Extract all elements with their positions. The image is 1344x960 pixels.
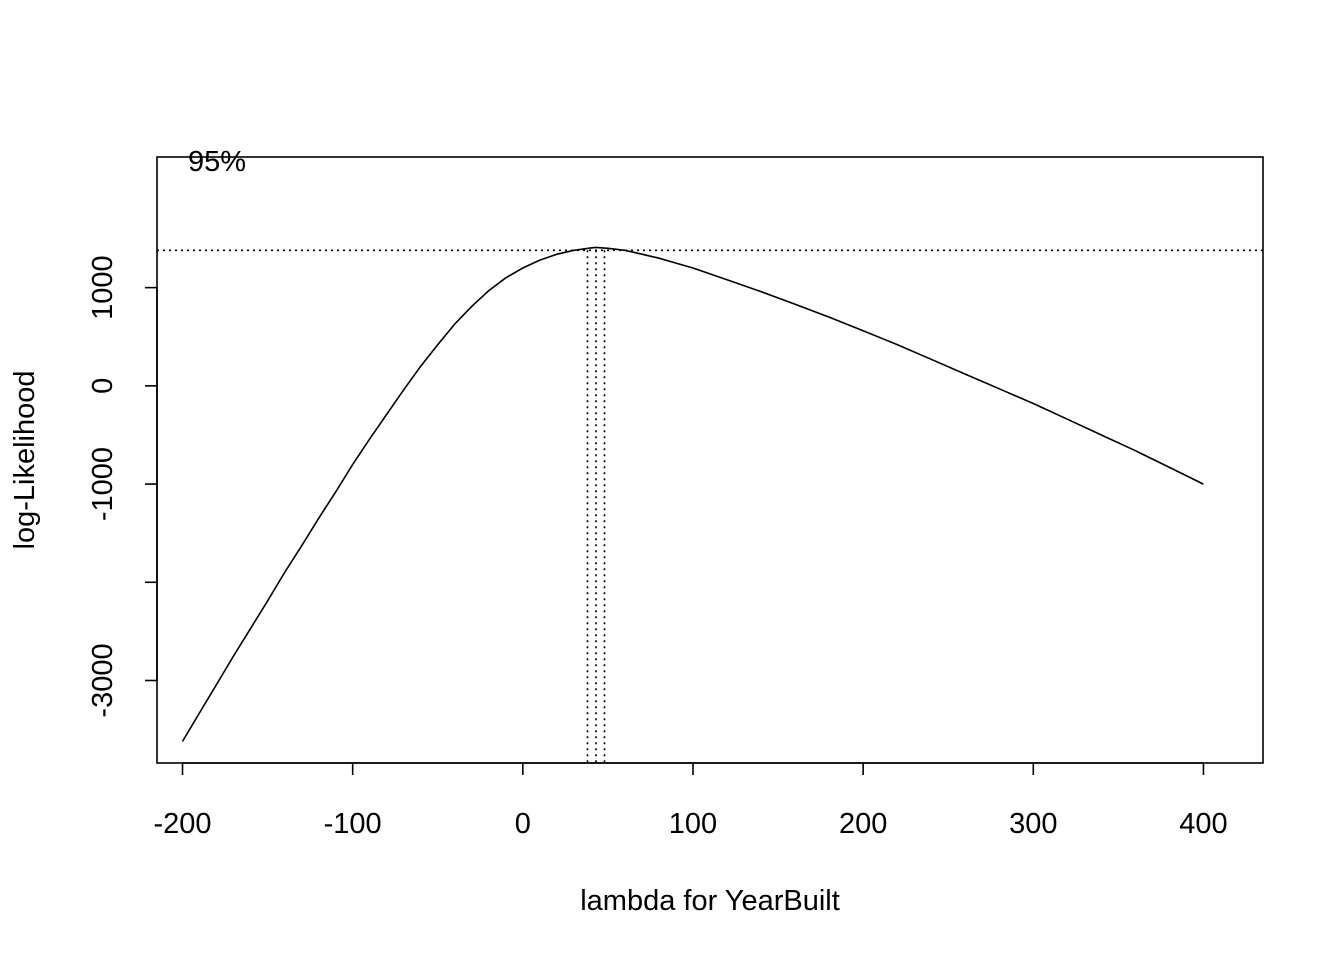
- x-tick-label: 400: [1179, 808, 1227, 840]
- x-tick-label: 200: [839, 808, 887, 840]
- x-tick-label: -200: [153, 808, 211, 840]
- plot-frame: [156, 156, 1264, 764]
- series-line: [181, 246, 1204, 742]
- y-tick-label: -1000: [87, 447, 119, 521]
- x-tick-label: 0: [515, 808, 531, 840]
- x-tick-label: 100: [669, 808, 717, 840]
- y-tick-label: -3000: [87, 643, 119, 717]
- ci-label: 95%: [188, 146, 246, 178]
- x-tick-label: -100: [324, 808, 382, 840]
- x-tick-label: 300: [1009, 808, 1057, 840]
- y-tick-label: 0: [87, 378, 119, 394]
- x-axis-label: lambda for YearBuilt: [580, 885, 840, 917]
- y-tick-label: 1000: [87, 255, 119, 320]
- y-axis-label: log-Likelihood: [9, 371, 41, 550]
